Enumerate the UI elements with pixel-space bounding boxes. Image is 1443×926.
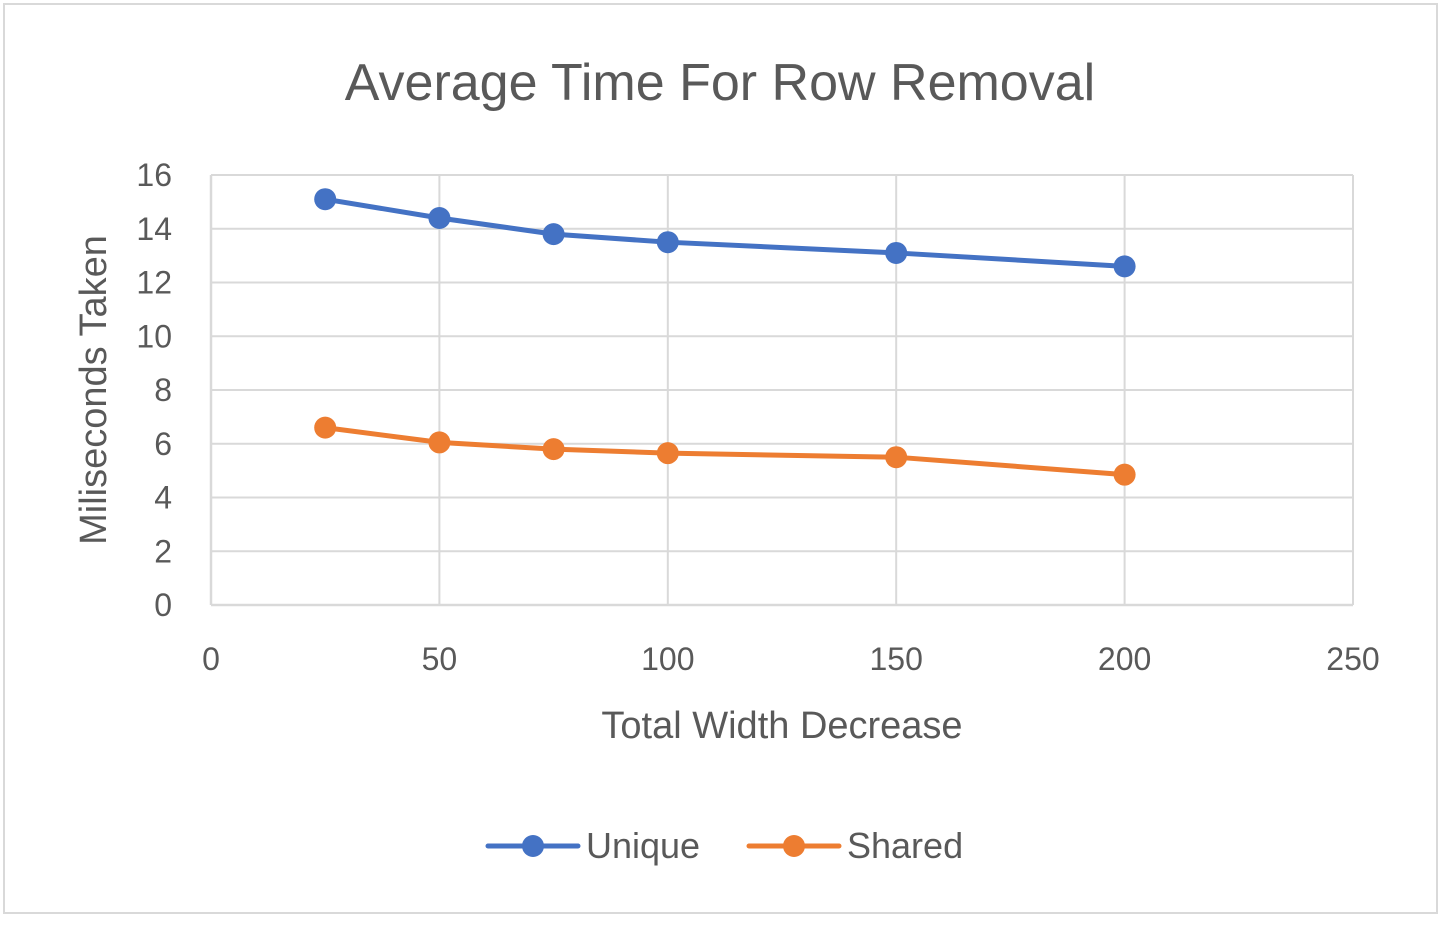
y-tick-label: 0	[154, 587, 172, 623]
legend: Unique Shared	[485, 825, 963, 866]
y-tick-label: 2	[154, 533, 172, 569]
y-tick-label: 16	[136, 157, 172, 193]
data-point-shared	[314, 416, 337, 439]
y-tick-label: 10	[136, 318, 172, 354]
legend-label-shared: Shared	[847, 825, 963, 866]
data-point-shared	[428, 431, 451, 454]
data-point-shared	[542, 438, 565, 461]
y-tick-label: 8	[154, 372, 172, 408]
legend-label-unique: Unique	[586, 825, 700, 866]
x-tick-label: 100	[641, 641, 694, 677]
data-point-unique	[1113, 255, 1136, 278]
y-tick-label: 6	[154, 426, 172, 462]
data-point-unique	[542, 223, 565, 246]
data-point-shared	[656, 442, 679, 465]
data-point-shared	[1113, 463, 1136, 486]
x-tick-label: 200	[1098, 641, 1151, 677]
data-point-unique	[885, 241, 908, 264]
series-line-unique	[322, 196, 1128, 269]
x-tick-label: 0	[202, 641, 220, 677]
axes: 0 2 4 6 8 10 12 14 16 0 50 100 150 200 250	[136, 157, 1379, 677]
chart-title: Average Time For Row Removal	[345, 54, 1095, 112]
legend-marker-unique	[522, 835, 544, 857]
data-point-shared	[885, 446, 908, 469]
series-line-shared	[322, 425, 1128, 478]
y-tick-label: 12	[136, 265, 172, 301]
y-axis-title: Miliseconds Taken	[73, 235, 115, 545]
data-point-unique	[428, 207, 451, 229]
y-tick-label: 14	[136, 211, 172, 247]
x-tick-label: 50	[422, 641, 458, 677]
series-layer	[314, 188, 1136, 486]
x-axis-title: Total Width Decrease	[601, 705, 962, 747]
legend-marker-shared	[783, 835, 805, 857]
data-point-unique	[314, 188, 337, 211]
data-point-unique	[656, 231, 679, 254]
chart-border	[3, 3, 1438, 914]
x-tick-label: 150	[870, 641, 923, 677]
x-tick-label: 250	[1326, 641, 1379, 677]
y-tick-label: 4	[154, 480, 172, 516]
